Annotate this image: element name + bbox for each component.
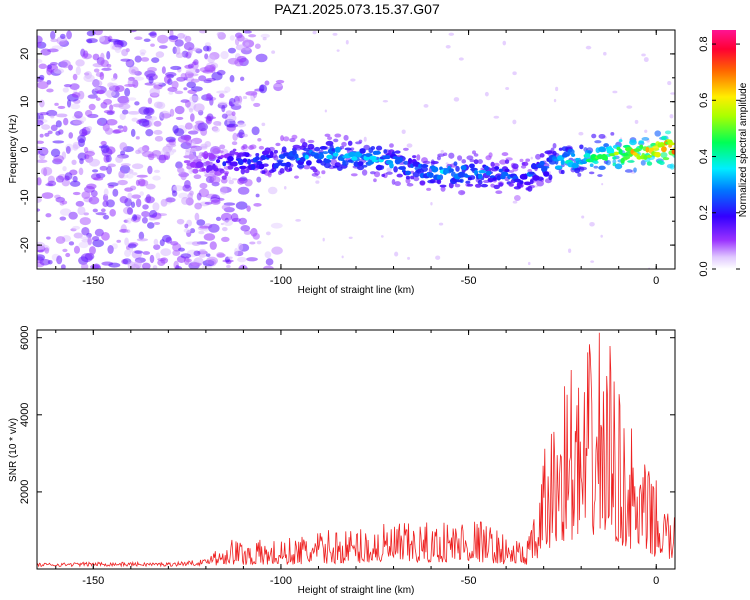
snr-x-tick-label: -50 <box>461 575 477 587</box>
spectrogram-image <box>37 30 675 269</box>
spectrogram-frame <box>36 29 676 270</box>
spectrogram-x-tick-label: -50 <box>461 275 477 287</box>
snr-panel: 2000 4000 6000 -150 -100 -50 0 Height of stra… <box>8 325 676 596</box>
spectrogram-y-label: Frequency (Hz) <box>8 115 19 184</box>
spectrogram-y-tick-label: 10 <box>19 96 31 108</box>
snr-x-label: Height of straight line (km) <box>298 585 415 596</box>
snr-x-tick-label: 0 <box>653 575 659 587</box>
spectrogram-y-tick-label: 20 <box>19 48 31 60</box>
snr-series-line <box>36 332 675 568</box>
spectrogram-x-tick-label: -100 <box>270 275 292 287</box>
spectrogram-x-label: Height of straight line (km) <box>298 285 415 296</box>
spectrogram-y-tick-label: 0 <box>19 146 31 152</box>
snr-x-ticks: -150 -100 -50 0 <box>55 330 659 587</box>
colorbar-label: Normalized spectral amplitude <box>738 82 749 217</box>
snr-y-ticks: 2000 4000 6000 <box>19 325 675 504</box>
colorbar-gradient <box>712 30 736 269</box>
snr-x-tick-label: -150 <box>82 575 104 587</box>
spectrogram-y-ticks: -20 -10 0 10 20 <box>19 29 675 270</box>
spectrogram-y-tick-label: -10 <box>19 189 31 205</box>
colorbar-tick-label: 0.0 <box>698 261 710 276</box>
colorbar-tick-label: 0.4 <box>698 149 710 164</box>
snr-y-tick-label: 4000 <box>19 403 31 427</box>
spectrogram-x-tick-label: -150 <box>82 275 104 287</box>
colorbar: 0.0 0.2 0.4 0.6 0.8 Normalized spectral ampl… <box>698 30 749 277</box>
spectrogram-x-tick-label: 0 <box>653 275 659 287</box>
colorbar-tick-label: 0.6 <box>698 93 710 108</box>
snr-frame <box>36 329 676 570</box>
colorbar-tick-label: 0.8 <box>698 36 710 51</box>
snr-y-tick-label: 2000 <box>19 480 31 504</box>
snr-x-tick-label: -100 <box>270 575 292 587</box>
figure-title: PAZ1.2025.073.15.37.G07 <box>274 1 440 17</box>
snr-y-label: SNR (10 * v/v) <box>8 418 19 482</box>
snr-y-tick-label: 6000 <box>19 325 31 349</box>
spectrogram-y-tick-label: -20 <box>19 237 31 253</box>
colorbar-ticks: 0.0 0.2 0.4 0.6 0.8 <box>698 36 740 277</box>
colorbar-tick-label: 0.2 <box>698 205 710 220</box>
